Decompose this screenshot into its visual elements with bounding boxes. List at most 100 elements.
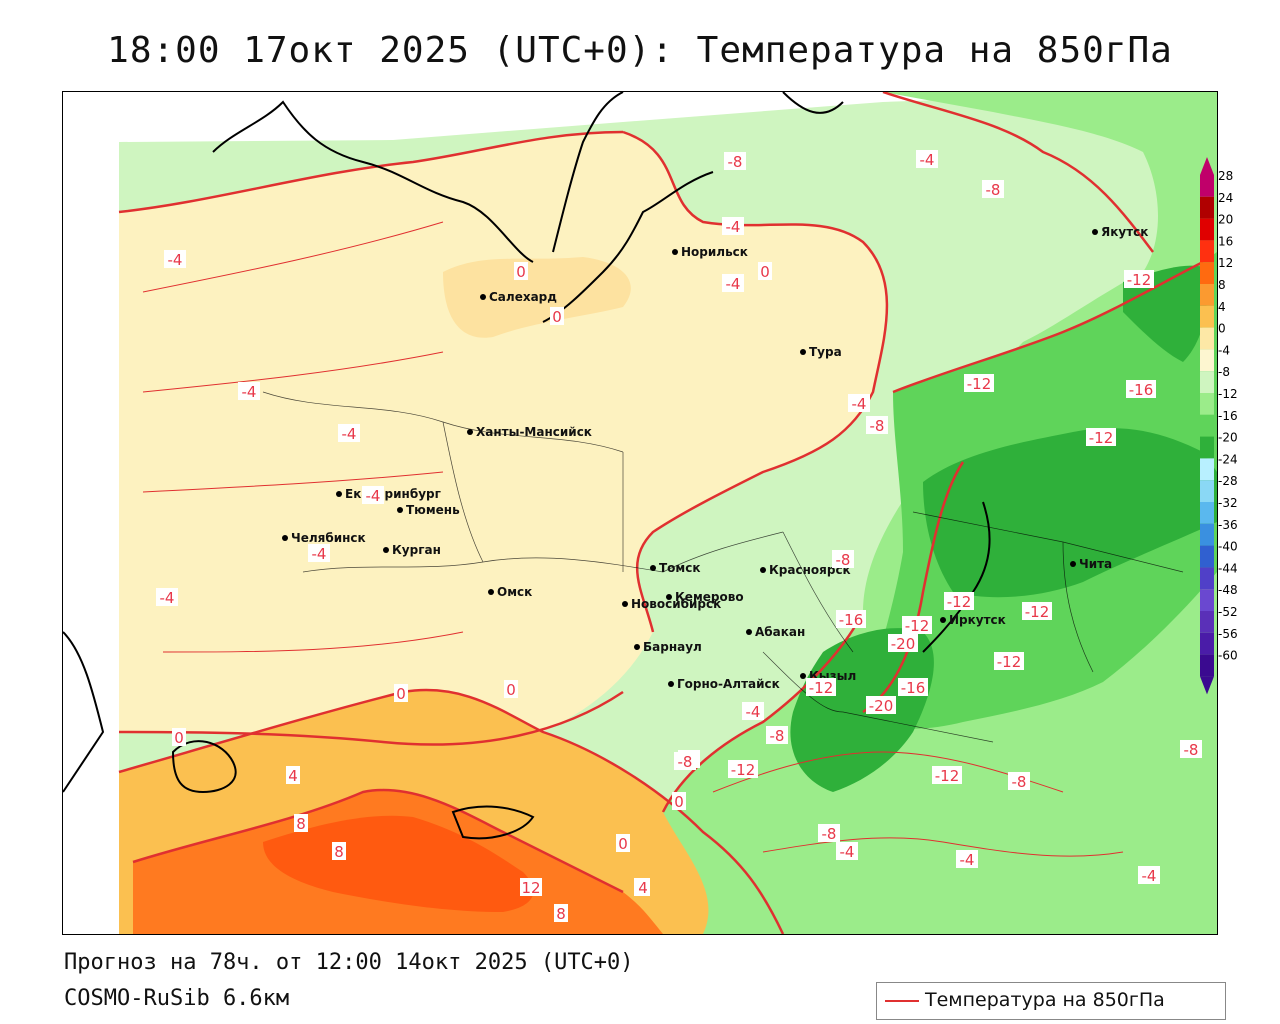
city-dot: [634, 644, 640, 650]
legend-label: Температура на 850гПа: [925, 989, 1165, 1011]
region-zero-patches: [443, 257, 631, 338]
city-15: Абакан: [746, 625, 805, 639]
city-label: Якутск: [1101, 225, 1148, 239]
isoline-label: -8: [1008, 772, 1030, 791]
isoline-value: 8: [334, 843, 344, 861]
isoline-label: -4: [722, 274, 744, 293]
colorbar-swatch: [1200, 567, 1214, 590]
isoline-label-bg: [944, 592, 974, 610]
isoline-label: 12: [520, 878, 542, 897]
city-dot: [760, 567, 766, 573]
isoline-label: -8: [1180, 740, 1202, 759]
isoline-value: -12: [1089, 429, 1114, 447]
isoline-value: -12: [809, 679, 834, 697]
isoline-value: 12: [521, 879, 540, 897]
isoline-label: 0: [550, 307, 564, 326]
isoline-label-bg: [514, 262, 528, 280]
colorbar-swatch: [1200, 436, 1214, 459]
colorbar-swatch: [1200, 196, 1214, 219]
colorbar-swatch: [1200, 349, 1214, 372]
isoline-label-bg: [982, 180, 1004, 198]
city-dot: [940, 617, 946, 623]
isoline-value: 0: [674, 793, 684, 811]
colorbar-swatch: [1200, 175, 1214, 197]
city-dot: [650, 565, 656, 571]
isoline-label-bg: [1180, 740, 1202, 758]
isoline-label: -4: [156, 588, 178, 607]
colorbar-swatch: [1200, 240, 1214, 263]
city-16: Горно-Алтайск: [668, 677, 780, 691]
city-7: Челябинск: [282, 531, 366, 545]
city-dot: [282, 535, 288, 541]
isoline-label: 4: [286, 766, 300, 785]
region-cold-dark-3: [790, 628, 934, 792]
city-19: Чита: [1070, 557, 1112, 571]
city-5: Екатеринбург: [336, 487, 441, 501]
isoline-value: -4: [726, 218, 741, 236]
colorbar-swatch: [1200, 589, 1214, 611]
colorbar-swatch: [1200, 393, 1214, 415]
city-label: Тюмень: [406, 503, 460, 517]
isoline-value: -20: [869, 697, 894, 715]
isoline-label-bg: [1138, 866, 1160, 884]
isoline-value: -12: [967, 375, 992, 393]
isoline-label-bg: [1124, 270, 1154, 288]
isoline-label-bg: [674, 752, 696, 770]
isoline-label-bg: [294, 814, 308, 832]
isoline-label-bg: [308, 544, 330, 562]
region-near-zero: [119, 132, 887, 752]
colorbar-swatch: [1200, 502, 1214, 524]
isoline-value: 4: [638, 879, 648, 897]
isoline-value: -12: [947, 593, 972, 611]
isoline-label: -8: [982, 180, 1004, 199]
isoline-label-bg: [616, 834, 630, 852]
isoline-label: -8: [818, 824, 840, 843]
isoline-label-bg: [898, 678, 928, 696]
isoline-label: 0: [616, 834, 630, 853]
contour-lines: [118, 92, 1204, 934]
isoline-label-bg: [888, 634, 918, 652]
colorbar-bottom-arrow: [1200, 676, 1214, 695]
isoline-value: -4: [342, 425, 357, 443]
colorbar-swatch: [1200, 523, 1214, 546]
city-9: Омск: [488, 585, 532, 599]
isoline-label: -12: [932, 766, 962, 785]
isoline-label-bg: [766, 726, 788, 744]
region-cold-dark: [1123, 265, 1207, 362]
isoline-label-bg: [172, 728, 186, 746]
city-dot: [1070, 561, 1076, 567]
isoline-label: -8: [674, 752, 696, 771]
city-3: Тура: [800, 345, 842, 359]
isoline-label-bg: [504, 680, 518, 698]
city-label: Горно-Алтайск: [677, 677, 780, 691]
colorbar-swatch: [1200, 545, 1214, 568]
isoline-value: -12: [905, 617, 930, 635]
isoline-value: 0: [552, 308, 562, 326]
isoline-label: -12: [806, 678, 836, 697]
isoline-label-bg: [362, 486, 384, 504]
city-dot: [383, 547, 389, 553]
isoline-label-bg: [722, 274, 744, 292]
isoline-value: -20: [891, 635, 916, 653]
isoline-label-bg: [722, 217, 744, 235]
isoline-label: -4: [238, 382, 260, 401]
colorbar-swatch: [1200, 480, 1214, 502]
isoline-label-bg: [866, 696, 896, 714]
colorbar-tick-label: -40: [1218, 540, 1238, 554]
city-dot: [397, 507, 403, 513]
isoline-label-bg: [554, 904, 568, 922]
map-legend: Температура на 850гПа: [876, 982, 1226, 1020]
colorbar-tick-label: -8: [1218, 365, 1230, 379]
isoline-value: -12: [731, 761, 756, 779]
isoline-label: -8: [866, 416, 888, 435]
isoline-value: -8: [822, 825, 837, 843]
map-panel[interactable]: Якутск Норильск Салехард Тура Ханты-Мансийск…: [62, 91, 1218, 935]
temperature-map[interactable]: Якутск Норильск Салехард Тура Ханты-Мансийск…: [63, 92, 1217, 934]
city-2: Салехард: [480, 290, 557, 304]
isoline-value: -4: [312, 545, 327, 563]
isoline-value: -8: [870, 417, 885, 435]
isoline-label-bg: [1126, 380, 1156, 398]
colorbar-swatch: [1200, 632, 1214, 655]
city-0: Якутск: [1092, 225, 1148, 239]
colorbar-tick-label: -4: [1218, 343, 1230, 357]
